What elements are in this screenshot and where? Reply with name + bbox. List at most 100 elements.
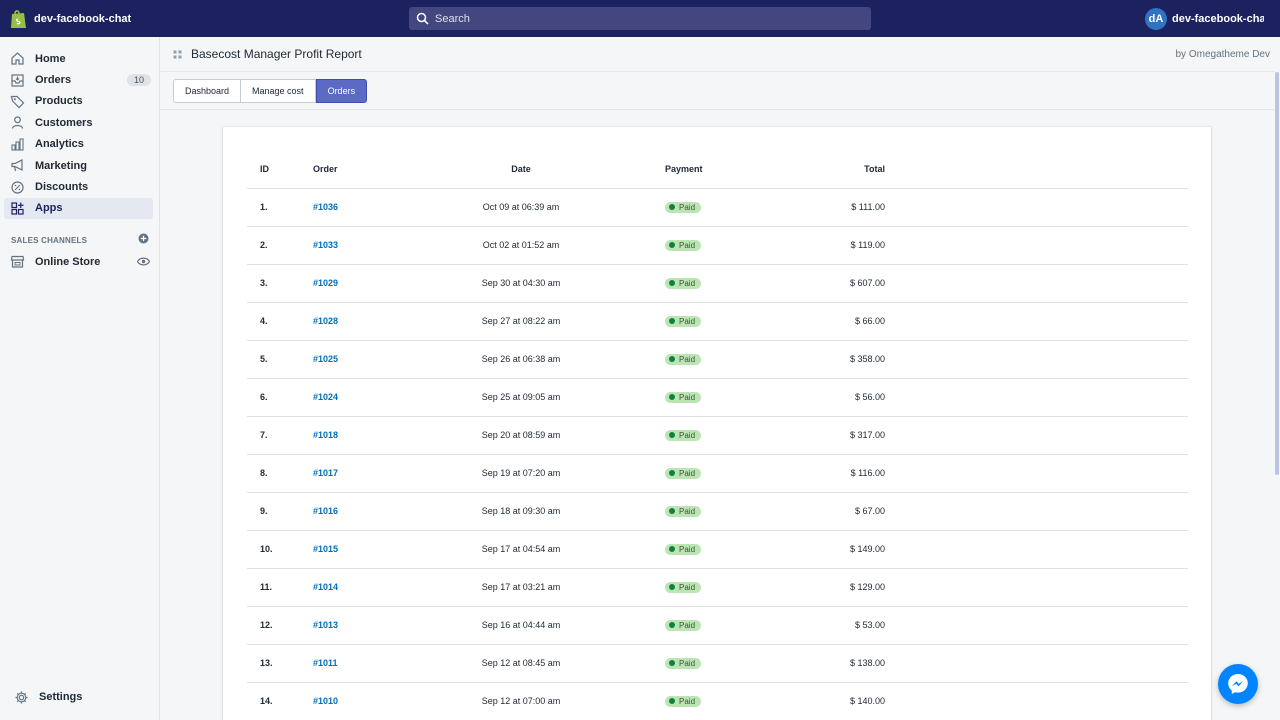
column-header-total: Total <box>743 151 885 189</box>
row-id: 12. <box>247 606 313 645</box>
add-channel-icon[interactable] <box>138 233 149 247</box>
store-switcher[interactable]: dev-facebook-chat <box>0 0 160 37</box>
table-row: 9. #1016 Sep 18 at 09:30 am Paid $ 67.00 <box>247 492 1188 531</box>
order-link[interactable]: #1024 <box>313 392 339 402</box>
order-total: $ 129.00 <box>743 568 885 607</box>
orders-count-badge: 10 <box>126 74 151 87</box>
sidebar-item-marketing[interactable]: Marketing <box>4 155 153 176</box>
payment-status-label: Paid <box>679 506 696 516</box>
order-cell: #1017 <box>313 454 465 493</box>
order-cell: #1029 <box>313 264 465 303</box>
row-spacer <box>885 492 1188 531</box>
home-icon <box>10 51 25 66</box>
order-cell: #1015 <box>313 530 465 569</box>
bar-chart-icon <box>10 137 25 152</box>
row-id: 5. <box>247 340 313 379</box>
order-link[interactable]: #1036 <box>313 202 339 212</box>
status-dot-icon <box>669 242 675 248</box>
page-title: Basecost Manager Profit Report <box>191 47 362 61</box>
payment-status-badge: Paid <box>665 429 702 441</box>
eye-icon[interactable] <box>137 257 150 266</box>
order-cell: #1033 <box>313 226 465 265</box>
order-link[interactable]: #1010 <box>313 696 339 706</box>
order-total: $ 149.00 <box>743 530 885 569</box>
table-row: 7. #1018 Sep 20 at 08:59 am Paid $ 317.00 <box>247 416 1188 455</box>
order-link[interactable]: #1018 <box>313 430 339 440</box>
order-link[interactable]: #1014 <box>313 582 339 592</box>
row-id: 1. <box>247 188 313 227</box>
order-date: Sep 17 at 04:54 am <box>465 530 577 569</box>
order-total: $ 138.00 <box>743 644 885 683</box>
sidebar-item-home[interactable]: Home <box>4 48 153 69</box>
account-menu[interactable]: dA dev-facebook-chat Ad... <box>1145 0 1280 37</box>
table-row: 11. #1014 Sep 17 at 03:21 am Paid $ 129.00 <box>247 568 1188 607</box>
tab-orders[interactable]: Orders <box>315 78 368 103</box>
scroll-thumb[interactable] <box>1275 72 1279 475</box>
sidebar-item-products[interactable]: Products <box>4 91 153 112</box>
status-dot-icon <box>669 584 675 590</box>
sidebar-item-analytics[interactable]: Analytics <box>4 134 153 155</box>
payment-status-label: Paid <box>679 430 696 440</box>
sidebar-item-settings[interactable]: Settings <box>8 687 148 708</box>
order-date: Sep 16 at 04:44 am <box>465 606 577 645</box>
column-header-order: Order <box>313 151 465 189</box>
messenger-icon <box>1226 672 1250 696</box>
payment-cell: Paid <box>577 568 743 607</box>
payment-status-label: Paid <box>679 582 696 592</box>
table-row: 14. #1010 Sep 12 at 07:00 am Paid $ 140.00 <box>247 682 1188 720</box>
sidebar-item-orders[interactable]: Orders 10 <box>4 69 153 90</box>
table-header-row: ID Order Date Payment Total <box>247 151 1188 189</box>
sidebar-item-label: Marketing <box>35 159 87 172</box>
sidebar-item-apps[interactable]: Apps <box>4 197 153 220</box>
order-link[interactable]: #1015 <box>313 544 339 554</box>
sidebar-item-customers[interactable]: Customers <box>4 112 153 133</box>
payment-status-badge: Paid <box>665 239 702 251</box>
order-link[interactable]: #1016 <box>313 506 339 516</box>
payment-status-badge: Paid <box>665 657 702 669</box>
tab-manage-cost[interactable]: Manage cost <box>240 78 316 103</box>
payment-status-label: Paid <box>679 354 696 364</box>
gear-icon <box>14 690 29 705</box>
row-id: 4. <box>247 302 313 341</box>
row-id: 6. <box>247 378 313 417</box>
order-link[interactable]: #1017 <box>313 468 339 478</box>
sidebar-item-online-store[interactable]: Online Store <box>4 251 153 272</box>
order-link[interactable]: #1029 <box>313 278 339 288</box>
row-id: 3. <box>247 264 313 303</box>
search-bar[interactable] <box>409 7 871 30</box>
page-scrollbar[interactable] <box>1274 72 1280 720</box>
order-date: Sep 27 at 08:22 am <box>465 302 577 341</box>
status-dot-icon <box>669 280 675 286</box>
account-name: dev-facebook-chat Ad... <box>1172 12 1264 25</box>
order-total: $ 317.00 <box>743 416 885 455</box>
sidebar-item-discounts[interactable]: Discounts <box>4 176 153 197</box>
order-link[interactable]: #1033 <box>313 240 339 250</box>
order-link[interactable]: #1028 <box>313 316 339 326</box>
payment-status-badge: Paid <box>665 505 702 517</box>
column-header-date: Date <box>465 151 577 189</box>
order-total: $ 119.00 <box>743 226 885 265</box>
payment-cell: Paid <box>577 682 743 720</box>
tab-dashboard[interactable]: Dashboard <box>173 78 242 103</box>
payment-cell: Paid <box>577 530 743 569</box>
search-input[interactable] <box>435 12 855 25</box>
sales-channels-header: SALES CHANNELS <box>11 233 149 247</box>
order-link[interactable]: #1011 <box>313 658 338 668</box>
order-date: Sep 19 at 07:20 am <box>465 454 577 493</box>
sidebar: Home Orders 10 Products Customers Analyt… <box>0 37 160 720</box>
order-link[interactable]: #1025 <box>313 354 339 364</box>
payment-cell: Paid <box>577 644 743 683</box>
row-spacer <box>885 644 1188 683</box>
order-total: $ 607.00 <box>743 264 885 303</box>
payment-cell: Paid <box>577 454 743 493</box>
order-link[interactable]: #1013 <box>313 620 339 630</box>
payment-cell: Paid <box>577 416 743 455</box>
payment-status-label: Paid <box>679 658 696 668</box>
table-row: 6. #1024 Sep 25 at 09:05 am Paid $ 56.00 <box>247 378 1188 417</box>
payment-cell: Paid <box>577 188 743 227</box>
payment-status-label: Paid <box>679 544 696 554</box>
status-dot-icon <box>669 318 675 324</box>
status-dot-icon <box>669 698 675 704</box>
messenger-chat-button[interactable] <box>1218 664 1258 704</box>
order-cell: #1036 <box>313 188 465 227</box>
